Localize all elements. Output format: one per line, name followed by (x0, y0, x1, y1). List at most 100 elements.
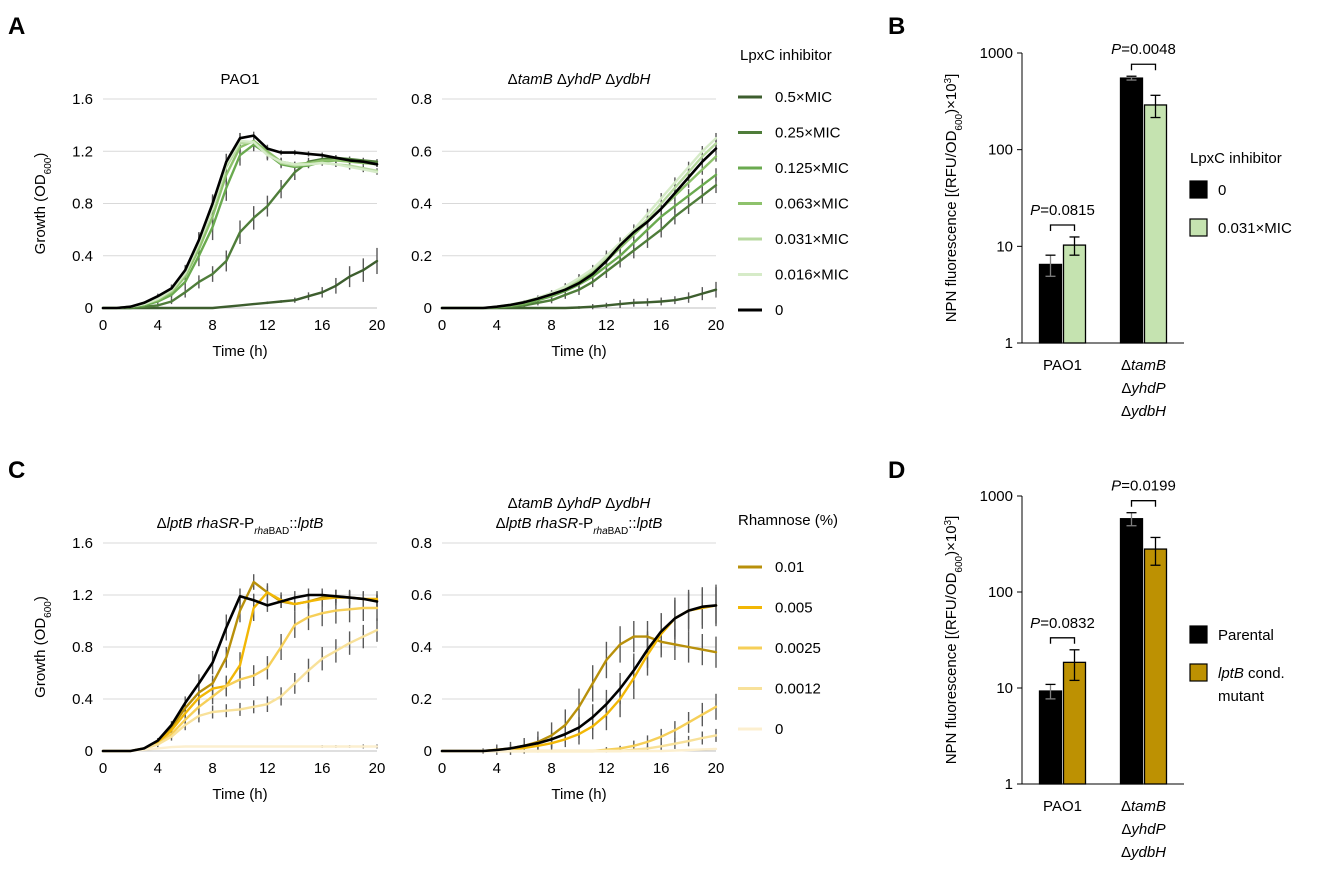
y-tick-label: 0 (424, 300, 432, 317)
bar (1062, 244, 1087, 344)
x-tick-label: 8 (547, 760, 555, 777)
significance-bracket (1049, 224, 1076, 231)
legend-label: 0.005 (775, 600, 813, 617)
legend-label: 0.063×MIC (775, 196, 849, 213)
series-line (101, 139, 379, 310)
text-span: ] (943, 516, 960, 520)
text-span: Δ (1121, 821, 1131, 838)
x-axis-label: Time (h) (551, 343, 606, 360)
p-value-label: P=0.0815 (1030, 202, 1095, 219)
series-line (440, 147, 718, 310)
legend-label: Parental (1218, 627, 1274, 644)
x-tick-label: 16 (653, 760, 670, 777)
text-span: lptB (298, 515, 324, 532)
legend-label: 0.5×MIC (775, 89, 832, 106)
x-tick-label: 4 (493, 760, 501, 777)
y-tick-label: 0.8 (72, 639, 93, 656)
category-label: ΔyhdP (1121, 380, 1165, 397)
y-tick-label: 0 (424, 743, 432, 760)
text-span: PAO1 (1043, 357, 1082, 374)
x-tick-label: 8 (208, 760, 216, 777)
text-span: Δ (496, 515, 506, 532)
y-tick-label: 0.8 (411, 91, 432, 108)
y-tick-label: 100 (988, 584, 1013, 601)
legend: LpxC inhibitor 0 0.031×MIC (1189, 150, 1292, 237)
chart-title: ΔtamB ΔyhdP ΔydbH (508, 495, 651, 512)
chart-title: ΔlptB rhaSR-PrhaBAD::lptB (496, 515, 663, 537)
text-span: ) (32, 153, 49, 158)
text-span: PAO1 (1043, 798, 1082, 815)
text-span: 3 (943, 519, 954, 525)
text-span: =0.0048 (1121, 41, 1176, 58)
category-label: PAO1 (1043, 798, 1082, 815)
bar (1143, 548, 1168, 785)
text-span: 600 (43, 157, 54, 174)
x-tick-label: 4 (154, 760, 162, 777)
legend-label: 0 (1218, 182, 1226, 199)
y-tick-label: 0.6 (411, 587, 432, 604)
panel-letter-d: D (888, 457, 905, 484)
x-tick-label: 0 (99, 760, 107, 777)
y-tick-label: 0.6 (411, 143, 432, 160)
text-span: yhdP (1130, 821, 1165, 838)
chart-title: ΔlptB rhaSR-PrhaBAD::lptB (157, 515, 324, 537)
x-tick-label: 0 (438, 760, 446, 777)
text-span: rha (593, 526, 608, 537)
text-span: Growth (OD (32, 174, 49, 254)
text-span: 10 (943, 525, 960, 542)
legend-label: lptB cond. (1218, 665, 1285, 682)
y-axis-label: Growth (OD600) (32, 153, 54, 255)
chart-title: PAO1 (221, 71, 260, 88)
y-tick-label: 0.8 (72, 196, 93, 213)
text-span: BAD (269, 526, 290, 537)
text-span: 600 (954, 113, 965, 130)
panel-letter-a: A (8, 13, 25, 40)
x-tick-label: 20 (369, 760, 386, 777)
text-span: Δ (508, 71, 518, 88)
text-span: ydbH (1130, 844, 1166, 861)
legend-label: 0.0012 (775, 681, 821, 698)
category-label: ΔtamB (1121, 798, 1166, 815)
text-span: rhaSR (197, 515, 240, 532)
legend-label: 0 (775, 302, 783, 319)
text-span: =0.0199 (1121, 478, 1176, 495)
category-label: ΔtamB (1121, 357, 1166, 374)
x-tick-label: 8 (208, 317, 216, 334)
x-axis-label: Time (h) (212, 786, 267, 803)
chart-c-mutant-lptb: 0 0.2 0.4 0.6 0.8 0 4 8 12 16 20 Time (h) ΔtamB Δyhd… (411, 495, 724, 803)
text-span: ] (943, 74, 960, 78)
text-span: lptB (1218, 665, 1244, 682)
y-tick-label: 0.4 (72, 248, 93, 265)
text-span: Δ (1121, 798, 1131, 815)
text-span: NPN fluorescence [(RFU/OD (943, 572, 960, 764)
x-tick-label: 12 (259, 760, 276, 777)
text-span: ydbH (1130, 403, 1166, 420)
text-span: P (1030, 202, 1040, 219)
text-span: Δ (1121, 380, 1131, 397)
text-span: Parental (1218, 627, 1274, 644)
text-span: 600 (954, 555, 965, 572)
x-tick-label: 0 (99, 317, 107, 334)
text-span: Δ (157, 515, 167, 532)
legend-label: 0.031×MIC (775, 231, 849, 248)
legend-title: Rhamnose (%) (738, 512, 838, 529)
y-tick-label: 0 (85, 743, 93, 760)
legend-label: mutant (1218, 688, 1265, 705)
legend-label: 0.01 (775, 559, 804, 576)
x-tick-label: 8 (547, 317, 555, 334)
x-tick-label: 0 (438, 317, 446, 334)
series-line (101, 259, 379, 310)
p-value-label: P=0.0832 (1030, 615, 1095, 632)
text-span: 0.031×MIC (1218, 220, 1292, 237)
series-line (101, 134, 379, 310)
bar (1038, 690, 1063, 785)
chart-a-pao1: 0 0.4 0.8 1.2 1.6 0 4 8 12 16 20 Time (h) Growth (OD… (32, 71, 385, 360)
significance-bracket (1049, 637, 1076, 644)
text-span: tamB (518, 495, 553, 512)
x-tick-label: 12 (598, 317, 615, 334)
text-span: Δ (1121, 403, 1131, 420)
y-tick-label: 0.8 (411, 535, 432, 552)
text-span: ydbH (614, 495, 650, 512)
text-span: lptB (637, 515, 663, 532)
legend-swatch (1189, 180, 1208, 199)
